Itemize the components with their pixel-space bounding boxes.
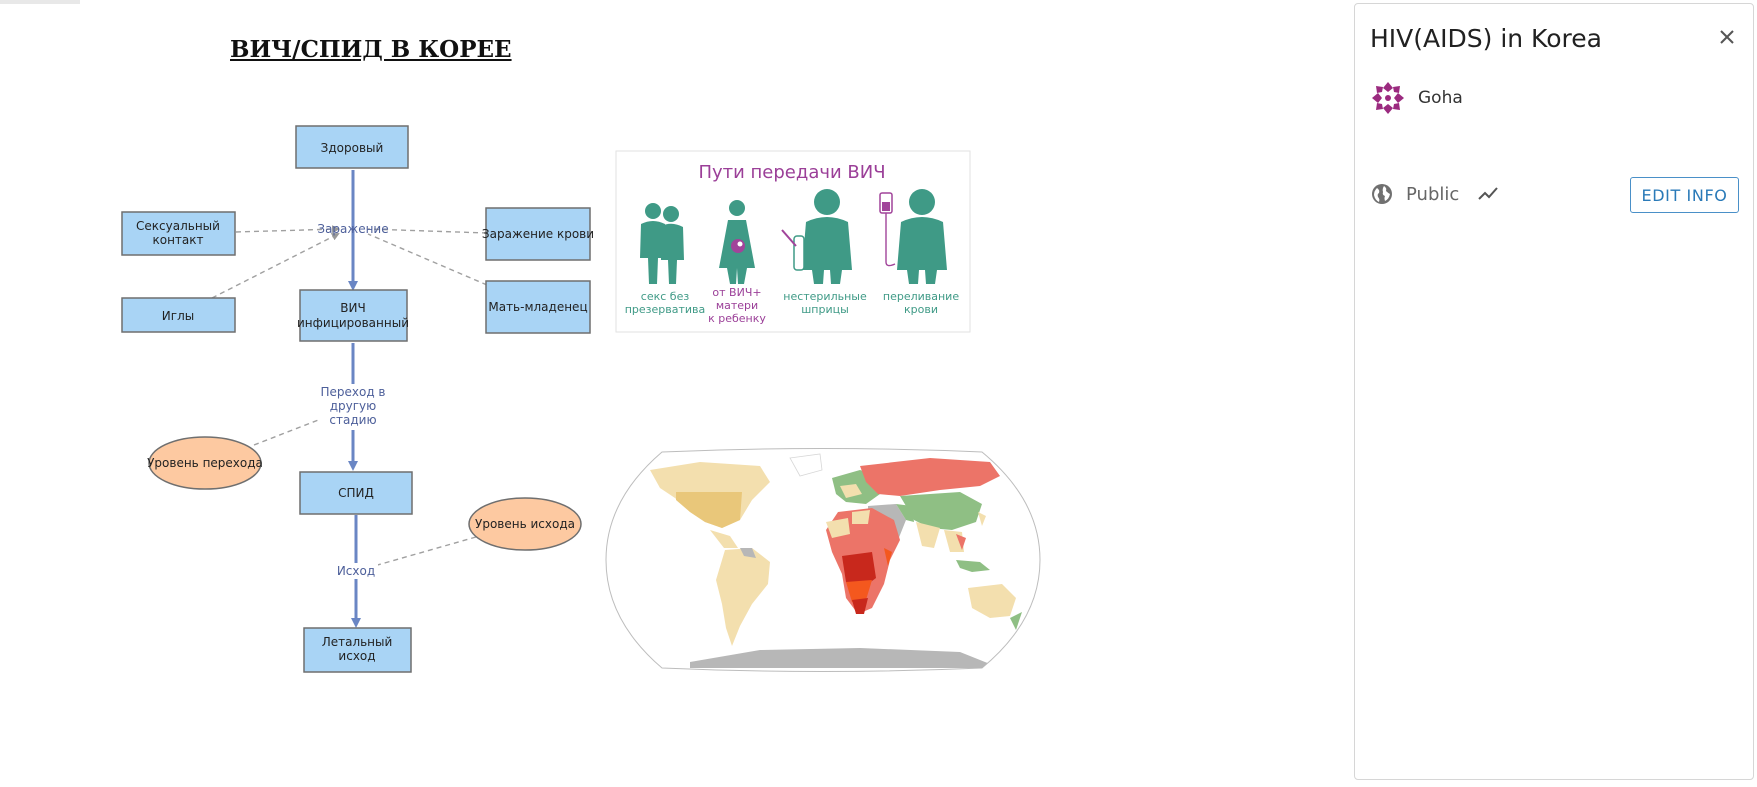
caption-2-line-1: от ВИЧ+ [712, 286, 761, 299]
var-blood-infection-label: Заражение крови [482, 227, 594, 241]
flow-label-transition-2: другую [330, 399, 377, 413]
author-row[interactable]: Goha [1370, 80, 1463, 116]
blood-bag-figure-icon [879, 189, 947, 284]
caption-2-line-3: к ребенку [708, 312, 766, 325]
flow-label-transition-3: стадию [329, 413, 376, 427]
var-transition-rate-label: Уровень перехода [147, 456, 263, 470]
caption-4-line-1: переливание [883, 290, 959, 303]
var-sexual-contact[interactable]: Сексуальный контакт [121, 211, 236, 256]
dashed-links [211, 225, 488, 573]
trend-icon[interactable] [1477, 183, 1499, 205]
var-sexual-contact-label-2: контакт [152, 233, 203, 247]
world-map-image[interactable] [605, 448, 1041, 672]
south-america-shape [716, 548, 770, 646]
stock-hiv-infected[interactable]: ВИЧ инфицированный [297, 289, 409, 342]
close-button[interactable] [1712, 22, 1742, 52]
stock-hiv-label-1: ВИЧ [340, 301, 365, 315]
var-outcome-rate[interactable]: Уровень исхода [468, 497, 582, 551]
edit-info-button[interactable]: EDIT INFO [1630, 177, 1739, 213]
infographic-title: Пути передачи ВИЧ [698, 162, 885, 183]
stock-aids[interactable]: СПИД [299, 471, 413, 515]
caption-1-line-2: презерватива [625, 303, 706, 316]
top-tab-strip [0, 0, 80, 4]
diagram-svg: Заражение Переход в другую стадию Исход … [121, 125, 1041, 673]
var-needles[interactable]: Иглы [121, 297, 236, 333]
stock-death-label-1: Летальный [322, 635, 393, 649]
flow-label-infection: Заражение [317, 222, 388, 236]
var-needles-label: Иглы [162, 309, 194, 323]
couple-figure-icon [640, 203, 684, 284]
stock-healthy[interactable]: Здоровый [295, 125, 409, 169]
close-icon [1720, 30, 1734, 44]
var-outcome-rate-label: Уровень исхода [475, 517, 575, 531]
stock-hiv-label-2: инфицированный [297, 316, 409, 330]
panel-title: HIV(AIDS) in Korea [1370, 24, 1602, 53]
caption-1-line-1: секс без [641, 290, 690, 303]
transmission-infographic[interactable]: Пути передачи ВИЧ [615, 150, 971, 333]
model-title: ВИЧ/СПИД В КОРЕЕ [230, 36, 512, 63]
asia-shape [900, 492, 982, 530]
access-label: Public [1406, 183, 1460, 205]
flow-label-transition-1: Переход в [320, 385, 385, 399]
stock-death-label-2: исход [338, 649, 375, 663]
flow-infection[interactable]: Заражение [317, 170, 389, 291]
pregnant-figure-icon [719, 200, 755, 284]
australia-shape [968, 584, 1016, 618]
var-mother-infant[interactable]: Мать-младенец [485, 280, 591, 334]
caption-3-line-1: нестерильные [783, 290, 867, 303]
caption-2-line-2: матери [716, 299, 758, 312]
model-canvas[interactable]: ВИЧ/СПИД В КОРЕЕ Заражение П [0, 0, 1350, 787]
caption-4-line-2: крови [904, 303, 938, 316]
flow-outcome[interactable]: Исход [334, 515, 378, 628]
russia-shape [860, 458, 1000, 496]
stock-aids-label: СПИД [338, 486, 374, 500]
info-panel: HIV(AIDS) in Korea Goha [1354, 3, 1754, 780]
var-mother-infant-label: Мать-младенец [488, 300, 587, 314]
stock-death[interactable]: Летальный исход [303, 627, 412, 673]
flow-transition[interactable]: Переход в другую стадию [320, 343, 388, 471]
flow-label-outcome: Исход [337, 564, 375, 578]
var-transition-rate[interactable]: Уровень перехода [147, 436, 263, 490]
access-row: Public [1370, 182, 1499, 206]
syringe-figure-icon [781, 189, 852, 284]
stock-healthy-label: Здоровый [321, 141, 384, 155]
caption-3-line-2: шприцы [801, 303, 849, 316]
avatar-icon [1372, 82, 1404, 114]
var-blood-infection[interactable]: Заражение крови [482, 207, 594, 261]
var-sexual-contact-label-1: Сексуальный [136, 219, 220, 233]
globe-icon [1372, 184, 1392, 204]
author-name[interactable]: Goha [1418, 88, 1463, 108]
